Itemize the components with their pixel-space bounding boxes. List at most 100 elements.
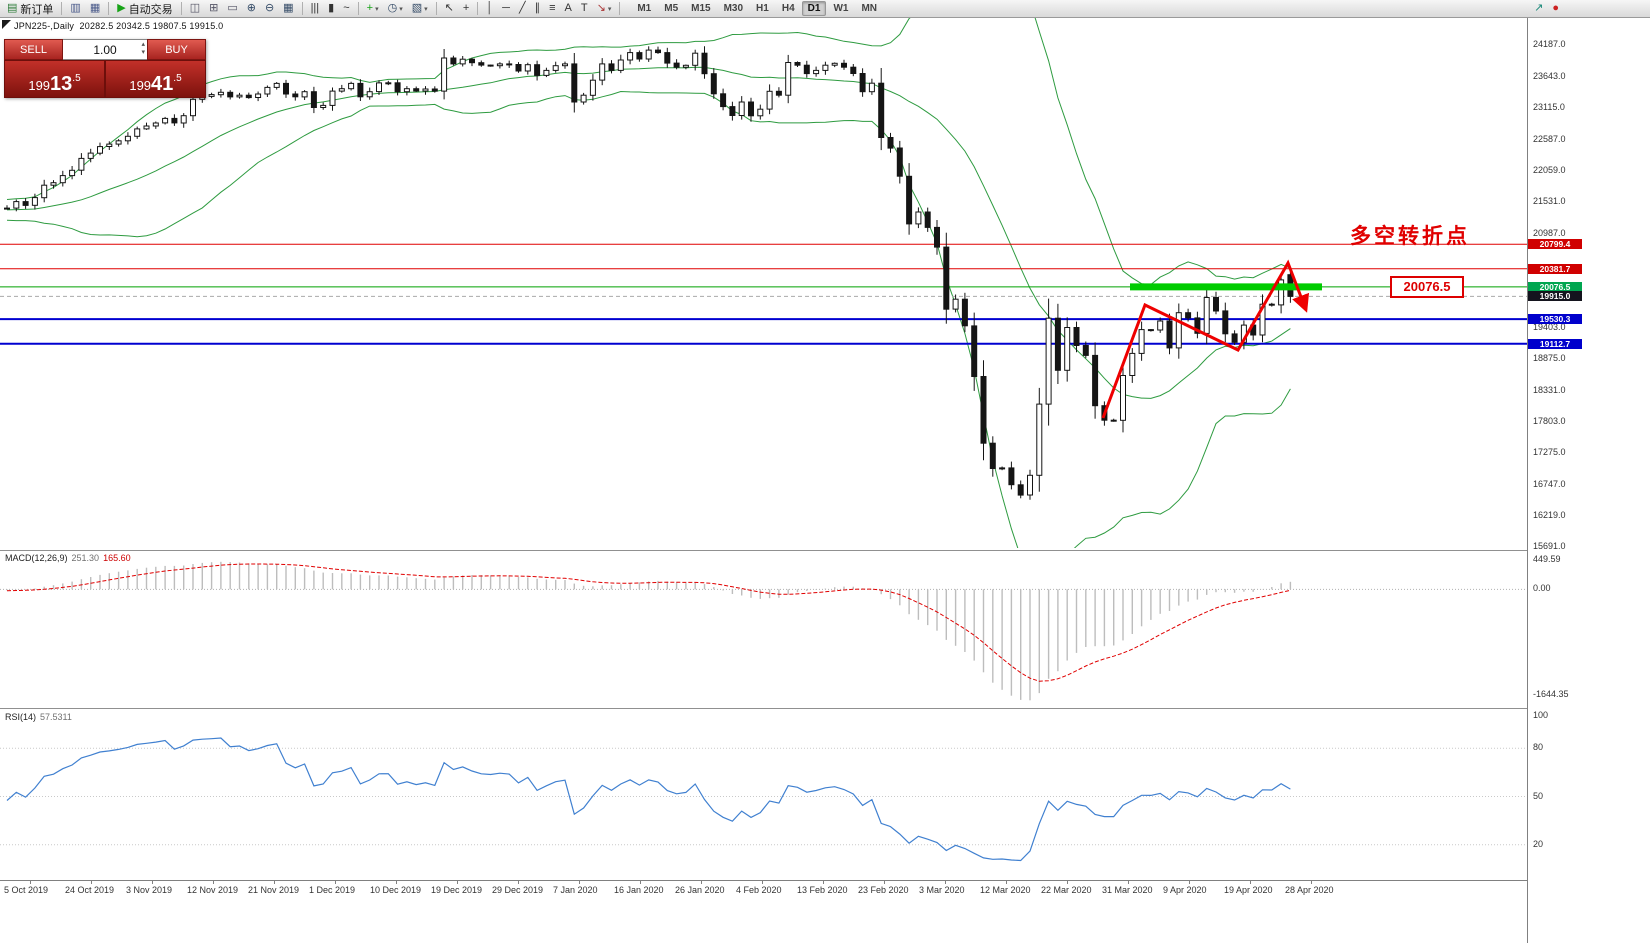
terminal-button[interactable]: ▭ [223, 0, 241, 18]
label-button[interactable]: T [577, 0, 592, 18]
sell-button[interactable]: SELL [4, 39, 63, 60]
macd-axis-label: 0.00 [1533, 583, 1551, 593]
periods-button[interactable]: ◷ ▾ [384, 0, 407, 18]
scroll-to-end-button[interactable]: ↗ [1530, 0, 1547, 18]
date-label: 5 Oct 2019 [4, 885, 49, 895]
timeframe-m15[interactable]: M15 [691, 3, 711, 14]
date-label: 13 Feb 2020 [797, 885, 848, 895]
date-label: 24 Oct 2019 [65, 885, 115, 895]
volume-up-icon[interactable]: ▴ [141, 41, 145, 48]
date-tick [396, 881, 397, 884]
date-label: 22 Mar 2020 [1041, 885, 1092, 895]
timeframe-m1[interactable]: M1 [637, 3, 652, 14]
templates-button[interactable]: ▧ ▾ [408, 0, 432, 18]
channel-button[interactable]: ∥ [531, 0, 545, 18]
turning-point-annotation: 多空转折点 [1350, 225, 1470, 248]
candles [4, 46, 1294, 500]
line-chart-button[interactable]: ~ [339, 0, 353, 18]
price-level-label: 20076.5 [1528, 282, 1582, 292]
buy-price-big: 41 [151, 73, 174, 95]
rsi-panel[interactable] [0, 708, 1527, 879]
vertical-line-button[interactable]: │ [482, 0, 497, 18]
date-tick [1128, 881, 1129, 884]
text-icon: A [564, 2, 572, 14]
timeframe-mn[interactable]: MN [861, 3, 877, 14]
cursor-button[interactable]: ↖ [441, 0, 458, 18]
date-tick [579, 881, 580, 884]
zoom-out-button[interactable]: ⊖ [261, 0, 278, 18]
buy-price-decimal: .5 [173, 73, 182, 84]
zoom-out-icon: ⊖ [264, 2, 275, 14]
date-tick [1189, 881, 1190, 884]
sell-price-panel[interactable]: 199 13.5 [4, 60, 105, 98]
toolbar-separator [180, 2, 182, 15]
buy-price-panel[interactable]: 199 41.5 [105, 60, 206, 98]
crosshair-button[interactable]: + [459, 0, 473, 18]
profiles-button[interactable]: ▦ [86, 0, 104, 18]
dropdown-arrow-icon: ▾ [424, 5, 428, 13]
zoom-in-button[interactable]: ⊕ [243, 0, 260, 18]
timeframe-m30[interactable]: M30 [723, 3, 744, 14]
main-chart-canvas[interactable] [0, 18, 1527, 548]
date-label: 19 Dec 2019 [431, 885, 483, 895]
date-tick [152, 881, 153, 884]
horizontal-line-button[interactable]: ─ [498, 0, 514, 18]
rsi-axis-label: 20 [1533, 839, 1544, 849]
navigator-button[interactable]: ⊞ [205, 0, 222, 18]
navigator-icon: ⊞ [209, 2, 219, 14]
arrows-button[interactable]: ↘ ▾ [593, 0, 616, 18]
chart-window-button[interactable]: ▥ [66, 0, 84, 18]
price-axis-label: 18331.0 [1533, 385, 1566, 395]
timeframe-h4[interactable]: H4 [781, 3, 795, 14]
crosshair-icon: + [462, 2, 470, 14]
macd-indicator-label: MACD(12,26,9) 251.30 165.60 [5, 553, 131, 563]
date-tick [213, 881, 214, 884]
buy-button[interactable]: BUY [147, 39, 206, 60]
new-order-button[interactable]: ▤ 新订单 [3, 0, 57, 18]
new-order-label: 新订单 [20, 3, 54, 16]
bar-chart-button[interactable]: ||| [307, 0, 324, 18]
record-button[interactable]: ● [1548, 0, 1563, 18]
price-level-label: 20381.7 [1528, 264, 1582, 274]
price-axis-label: 18875.0 [1533, 353, 1566, 363]
date-tick [274, 881, 275, 884]
date-label: 9 Apr 2020 [1163, 885, 1207, 895]
trend-zigzag-arrow[interactable] [1101, 259, 1310, 419]
text-button[interactable]: A [561, 0, 576, 18]
autotrading-button[interactable]: ▶ 自动交易 [113, 0, 176, 18]
price-axis[interactable]: 24187.0 23643.0 23115.0 22587.0 22059.0 21531… [1527, 18, 1650, 943]
volume-down-icon[interactable]: ▾ [141, 49, 145, 56]
macd-panel[interactable] [0, 550, 1527, 707]
indicators-icon: + [366, 2, 374, 14]
trendline-button[interactable]: ╱ [515, 0, 530, 18]
price-level-annotation: 20076.5 [1390, 276, 1464, 298]
tile-windows-button[interactable]: ▦ [279, 0, 297, 18]
date-tick [91, 881, 92, 884]
volume-input[interactable]: 1.00 ▴ ▾ [63, 39, 147, 60]
indicators-button[interactable]: + ▾ [363, 0, 383, 18]
bollinger-middle-band [6, 66, 1291, 399]
cursor-icon: ↖ [444, 2, 454, 14]
timeframe-d1[interactable]: D1 [801, 1, 827, 16]
date-label: 26 Jan 2020 [675, 885, 725, 895]
toolbar-separator [357, 2, 359, 15]
channel-icon: ∥ [534, 2, 541, 14]
timeframe-w1[interactable]: W1 [833, 3, 849, 14]
sell-price-prefix: 199 [28, 78, 51, 93]
macd-axis-label: 449.59 [1533, 554, 1561, 564]
toolbar-separator [61, 2, 63, 15]
time-axis[interactable]: 5 Oct 2019 24 Oct 2019 3 Nov 2019 12 Nov 20… [0, 880, 1527, 899]
one-click-collapse-icon[interactable] [2, 20, 11, 29]
label-icon: T [580, 2, 588, 14]
date-label: 16 Jan 2020 [614, 885, 664, 895]
timeframe-m5[interactable]: M5 [664, 3, 679, 14]
fibonacci-button[interactable]: ≡ [545, 0, 559, 18]
data-window-button[interactable]: ◫ [186, 0, 204, 18]
price-level-label: 19530.3 [1528, 314, 1582, 324]
candlestick-button[interactable]: ▮ [324, 0, 338, 18]
date-tick [30, 881, 31, 884]
toolbar-right-icons: ↗ ● [1530, 0, 1563, 18]
timeframe-h1[interactable]: H1 [756, 3, 769, 14]
price-axis-label: 23115.0 [1533, 102, 1565, 112]
price-axis-label: 17803.0 [1533, 416, 1566, 426]
